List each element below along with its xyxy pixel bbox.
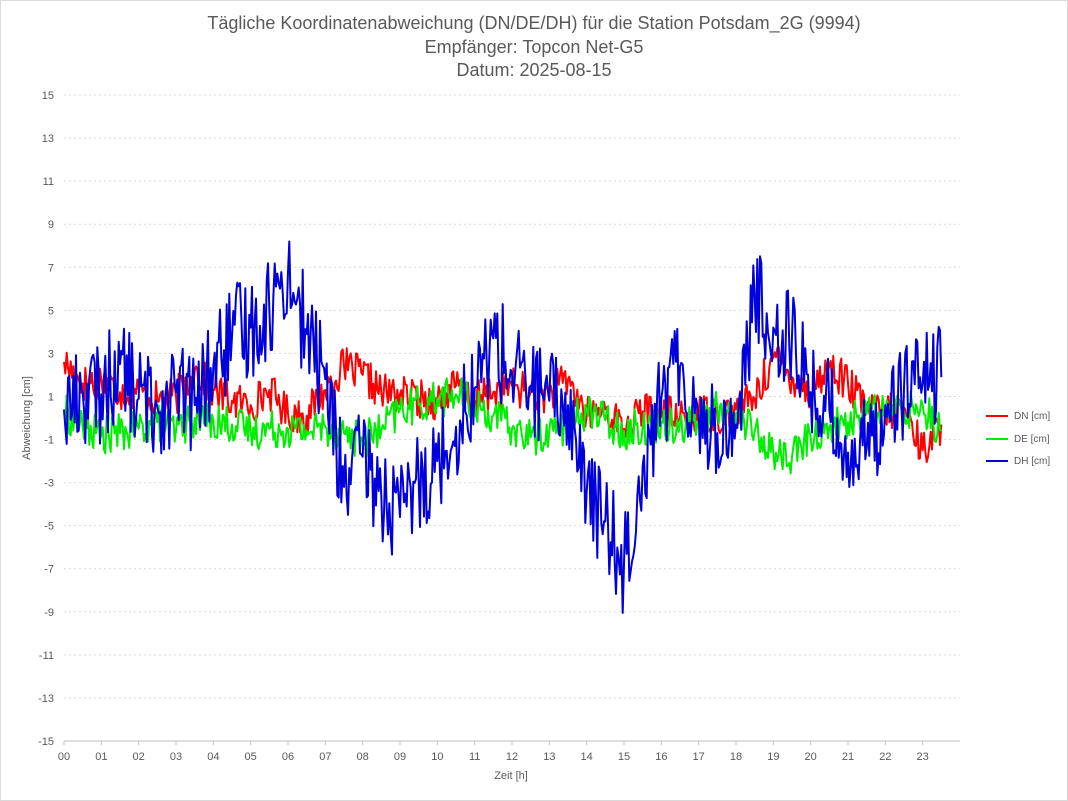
x-tick-label: 13 bbox=[543, 751, 555, 763]
y-tick-label: 1 bbox=[48, 391, 54, 403]
legend-swatch-dn bbox=[986, 415, 1008, 418]
y-tick-label: -11 bbox=[39, 650, 54, 662]
legend-swatch-dh bbox=[986, 460, 1008, 463]
x-tick-label: 18 bbox=[730, 751, 742, 763]
legend-item-de: DE [cm] bbox=[986, 433, 1050, 447]
chart-subtitle-date: Datum: 2025-08-15 bbox=[456, 60, 612, 80]
legend-item-dn: DN [cm] bbox=[986, 410, 1050, 424]
x-tick-label: 12 bbox=[506, 751, 518, 763]
y-tick-label: -9 bbox=[44, 607, 54, 619]
x-tick-label: 02 bbox=[133, 751, 145, 763]
series-line-de bbox=[63, 377, 943, 475]
x-tick-label: 00 bbox=[58, 751, 70, 763]
x-tick-label: 04 bbox=[207, 751, 219, 763]
x-tick-label: 05 bbox=[245, 751, 257, 763]
x-tick-label: 20 bbox=[805, 751, 817, 763]
y-tick-label: 5 bbox=[48, 305, 54, 317]
y-tick-label: 9 bbox=[48, 219, 54, 231]
x-tick-label: 19 bbox=[767, 751, 779, 763]
chart-title: Tägliche Koordinatenabweichung (DN/DE/DH… bbox=[207, 13, 861, 33]
y-tick-label: 3 bbox=[48, 348, 54, 360]
y-tick-label: -15 bbox=[38, 736, 54, 748]
x-tick-label: 07 bbox=[319, 751, 331, 763]
legend-item-dh: DH [cm] bbox=[986, 455, 1050, 469]
x-tick-label: 14 bbox=[581, 751, 593, 763]
y-tick-label: 11 bbox=[43, 176, 54, 188]
series-line-dh bbox=[63, 240, 943, 614]
chart-subtitle-receiver: Empfänger: Topcon Net-G5 bbox=[424, 37, 644, 57]
y-tick-label: -3 bbox=[44, 478, 54, 490]
x-tick-label: 06 bbox=[282, 751, 294, 763]
y-tick-label: 15 bbox=[42, 90, 54, 102]
x-axis-label: Zeit [h] bbox=[494, 770, 528, 782]
x-tick-label: 03 bbox=[170, 751, 182, 763]
x-tick-label: 08 bbox=[357, 751, 369, 763]
y-tick-label: -1 bbox=[44, 435, 54, 447]
x-tick-label: 21 bbox=[842, 751, 854, 763]
legend-label-dh: DH [cm] bbox=[1014, 456, 1051, 467]
x-tick-label: 16 bbox=[655, 751, 667, 763]
x-tick-label: 15 bbox=[618, 751, 630, 763]
x-tick-label: 09 bbox=[394, 751, 406, 763]
y-axis-label: Abweichung [cm] bbox=[21, 376, 33, 460]
x-tick-label: 01 bbox=[95, 751, 107, 763]
legend-label-de: DE [cm] bbox=[1014, 434, 1050, 445]
legend-swatch-de bbox=[986, 438, 1008, 441]
x-tick-label: 23 bbox=[917, 751, 929, 763]
x-tick-label: 11 bbox=[469, 751, 480, 763]
legend-label-dn: DN [cm] bbox=[1014, 411, 1051, 422]
y-tick-label: 7 bbox=[48, 262, 54, 274]
y-tick-label: 13 bbox=[42, 133, 54, 145]
y-tick-label: -13 bbox=[38, 693, 54, 705]
x-tick-label: 22 bbox=[879, 751, 891, 763]
x-tick-label: 10 bbox=[431, 751, 443, 763]
y-tick-label: -5 bbox=[44, 521, 54, 533]
x-tick-label: 17 bbox=[693, 751, 705, 763]
y-tick-label: -7 bbox=[44, 564, 54, 576]
